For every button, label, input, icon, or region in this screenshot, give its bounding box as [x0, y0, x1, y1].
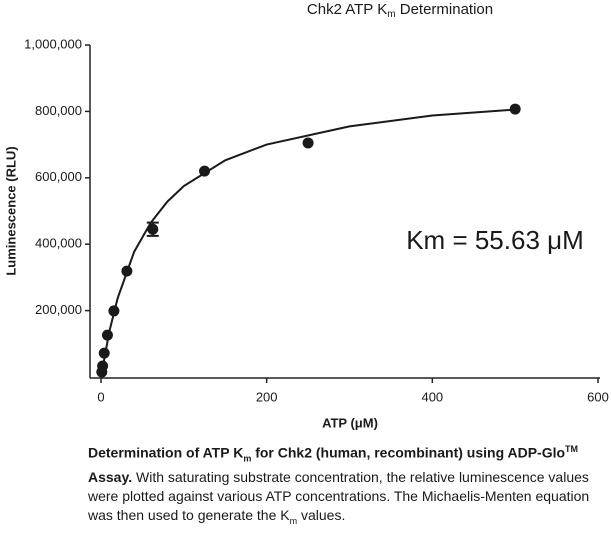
caption-text: With saturating substrate concentration,…	[88, 469, 590, 524]
caption-text: Assay.	[88, 469, 133, 486]
annotation: Km = 55.63 μM	[406, 225, 584, 255]
y-tick-label: 1,000,000	[24, 36, 82, 51]
x-axis-label: ATP (μM)	[322, 415, 378, 430]
caption: Determination of ATP Km for Chk2 (human,…	[88, 440, 603, 531]
data-point	[98, 347, 110, 359]
data-point	[121, 265, 133, 277]
data-point	[97, 360, 109, 372]
title-rest: Determination	[396, 1, 494, 18]
y-axis-label: Luminescence (RLU)	[3, 146, 18, 275]
data-point	[302, 137, 314, 149]
caption-text: m	[243, 453, 252, 464]
y-tick-label: 800,000	[35, 103, 82, 118]
x-tick-label: 200	[256, 389, 278, 404]
title-sub: m	[387, 9, 395, 20]
chart: Chk2 ATP Km Determination ATP (μM) Lumin…	[3, 1, 609, 430]
title-main: Chk2 ATP K	[307, 1, 387, 18]
data-point	[108, 305, 120, 317]
caption-text: m	[289, 516, 298, 527]
fit-curve	[100, 108, 516, 378]
caption-text: values.	[297, 507, 346, 524]
x-tick-label: 0	[97, 389, 104, 404]
y-tick-label: 600,000	[35, 169, 82, 184]
x-tick-label: 400	[421, 389, 443, 404]
y-tick-label: 200,000	[35, 302, 82, 317]
caption-text: for Chk2 (human, recombinant) using ADP-…	[251, 444, 566, 461]
data-point	[509, 103, 521, 115]
x-tick-label: 600	[587, 389, 609, 404]
caption-text: TM	[565, 444, 579, 454]
data-point	[199, 165, 211, 177]
data-point	[101, 329, 113, 341]
y-tick-label: 400,000	[35, 236, 82, 251]
caption-text: Determination of ATP K	[88, 444, 244, 461]
chart-title: Chk2 ATP Km Determination	[307, 1, 493, 20]
data-point	[147, 223, 159, 235]
